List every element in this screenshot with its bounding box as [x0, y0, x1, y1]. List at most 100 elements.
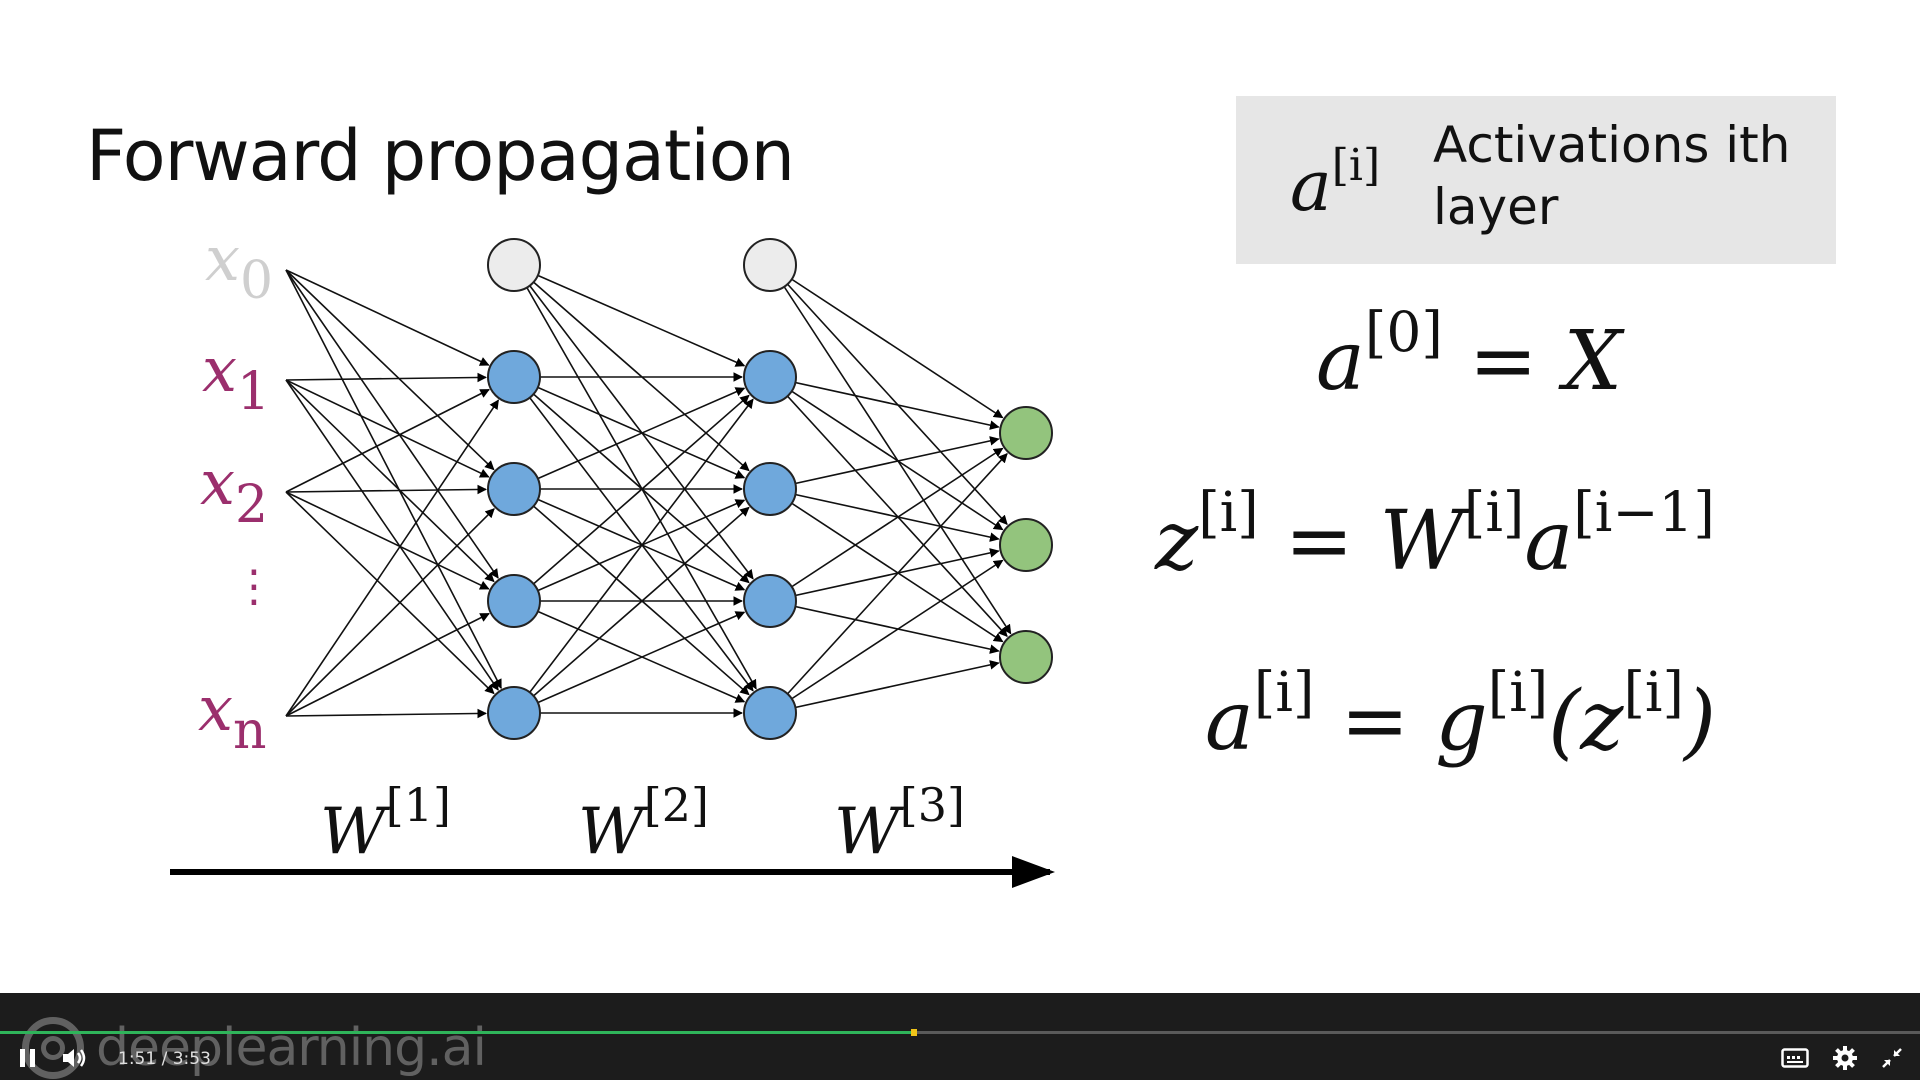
edge-hidden2-to-output: [769, 264, 1004, 419]
edge-hidden2-to-output: [769, 488, 1004, 643]
volume-button[interactable]: [58, 1043, 92, 1073]
weight-label-1-base: W: [320, 795, 386, 869]
input-label-x2: x2: [200, 446, 268, 535]
edge-input-to-hidden1: [285, 399, 500, 717]
input-label-x0: x0: [205, 222, 273, 311]
exit-fullscreen-icon: [1882, 1048, 1902, 1068]
legend-box: a[i] Activations ith layer: [1236, 96, 1836, 264]
edge-hidden2-to-output: [769, 548, 1000, 602]
network-edges: [285, 264, 1012, 719]
input-label-x0-sub: 0: [239, 251, 274, 311]
hidden-node-layer1: [487, 686, 541, 740]
edge-input-to-hidden1: [285, 491, 495, 695]
weight-label-3: W[3]: [834, 778, 965, 869]
edge-input-to-hidden1: [285, 269, 495, 471]
volume-icon: [63, 1049, 86, 1067]
bias-node-layer2: [743, 238, 797, 292]
hidden-node-layer1: [487, 350, 541, 404]
edge-hidden2-to-output: [769, 559, 1004, 714]
weight-label-2: W[2]: [578, 778, 709, 869]
edge-hidden1-to-hidden2: [513, 506, 750, 714]
forward-arrowhead: [1012, 856, 1055, 888]
weight-label-3-base: W: [834, 795, 900, 869]
edge-hidden2-to-output: [769, 376, 1004, 531]
edge-input-to-hidden1: [285, 269, 499, 579]
exit-fullscreen-button[interactable]: [1877, 1043, 1907, 1073]
output-node: [999, 518, 1053, 572]
edge-hidden2-to-output: [769, 436, 1000, 490]
edge-hidden1-to-hidden2: [513, 488, 750, 696]
input-label-xn-base: x: [198, 672, 233, 745]
edge-input-to-hidden1: [285, 269, 490, 366]
edge-hidden2-to-output: [769, 452, 1008, 714]
captions-icon: [1781, 1048, 1809, 1068]
captions-button[interactable]: [1780, 1043, 1810, 1073]
eq3-lhs-sup: [i]: [1253, 660, 1315, 724]
weight-label-1: W[1]: [320, 778, 451, 869]
edge-hidden2-to-output: [769, 600, 1000, 654]
eq2-lhs-sup: [i]: [1198, 480, 1259, 544]
edge-hidden1-to-hidden2: [513, 398, 754, 714]
eq1-lhs: a: [1316, 314, 1365, 409]
legend-symbol-base: a: [1290, 145, 1332, 227]
time-display: 1:51 / 3:53: [118, 1049, 211, 1069]
weight-label-2-base: W: [578, 795, 644, 869]
settings-icon: [1833, 1046, 1857, 1070]
eq2-lhs: z: [1155, 494, 1199, 589]
edge-input-to-hidden1: [285, 379, 490, 478]
eq3-rhs1: = g: [1340, 674, 1488, 769]
edge-hidden1-to-hidden2: [513, 376, 746, 479]
input-label-x1-sub: 1: [236, 362, 271, 422]
edge-hidden1-to-hidden2: [513, 264, 746, 367]
eq3-rhs2: (z: [1548, 674, 1624, 769]
weight-label-2-sup: [2]: [643, 778, 709, 832]
edge-input-to-hidden1: [285, 708, 487, 719]
eq2-rhs2-sup: [i−1]: [1573, 480, 1715, 544]
settings-button[interactable]: [1830, 1043, 1860, 1073]
time-separator: /: [161, 1049, 168, 1069]
edge-hidden1-to-hidden2: [513, 376, 750, 584]
pause-button[interactable]: [16, 1043, 40, 1073]
edge-input-to-hidden1: [285, 388, 490, 493]
edge-input-to-hidden1: [285, 612, 490, 717]
input-label-xn: xn: [198, 672, 266, 761]
legend-symbol: a[i]: [1290, 140, 1380, 227]
output-node: [999, 406, 1053, 460]
edge-input-to-hidden1: [285, 491, 490, 590]
edge-hidden2-to-output: [769, 488, 1000, 542]
hidden-node-layer1: [487, 462, 541, 516]
edge-hidden2-to-output: [769, 264, 1012, 635]
video-player-controls: deeplearning.ai 1:51 / 3:53: [0, 993, 1920, 1080]
edge-input-to-hidden1: [285, 379, 499, 691]
eq2-rhs1: = W: [1284, 494, 1464, 589]
edge-hidden1-to-hidden2: [513, 376, 754, 692]
legend-symbol-sup: [i]: [1331, 140, 1381, 191]
edge-hidden1-to-hidden2: [513, 387, 746, 490]
input-ellipsis: ⋮: [232, 561, 276, 612]
edge-input-to-hidden1: [285, 372, 487, 383]
input-label-x0-base: x: [205, 222, 240, 295]
hidden-node-layer2: [743, 686, 797, 740]
edge-hidden1-to-hidden2: [513, 499, 746, 602]
eq2-rhs2: a: [1524, 494, 1574, 589]
edge-hidden1-to-hidden2: [513, 600, 746, 703]
edge-hidden2-to-output: [769, 264, 1008, 526]
input-label-x2-sub: 2: [234, 475, 269, 535]
input-label-x1-base: x: [202, 333, 237, 406]
input-label-x2-base: x: [200, 446, 235, 519]
neural-network-diagram: [170, 238, 1055, 888]
progress-bar-handle[interactable]: [910, 1029, 917, 1036]
equation-a0: a[0] = X: [1316, 300, 1622, 409]
weight-label-1-sup: [1]: [385, 778, 451, 832]
eq1-lhs-sup: [0]: [1364, 300, 1443, 364]
output-node: [999, 630, 1053, 684]
eq1-rhs: = X: [1468, 314, 1623, 409]
progress-bar[interactable]: [0, 1029, 1920, 1036]
edge-hidden1-to-hidden2: [513, 611, 746, 714]
edge-hidden1-to-hidden2: [513, 394, 750, 602]
time-current: 1:51: [118, 1049, 157, 1069]
hidden-node-layer2: [743, 574, 797, 628]
eq2-rhs1-sup: [i]: [1463, 480, 1525, 544]
bias-node-layer1: [487, 238, 541, 292]
deeplearning-watermark: deeplearning.ai: [22, 1013, 487, 1083]
